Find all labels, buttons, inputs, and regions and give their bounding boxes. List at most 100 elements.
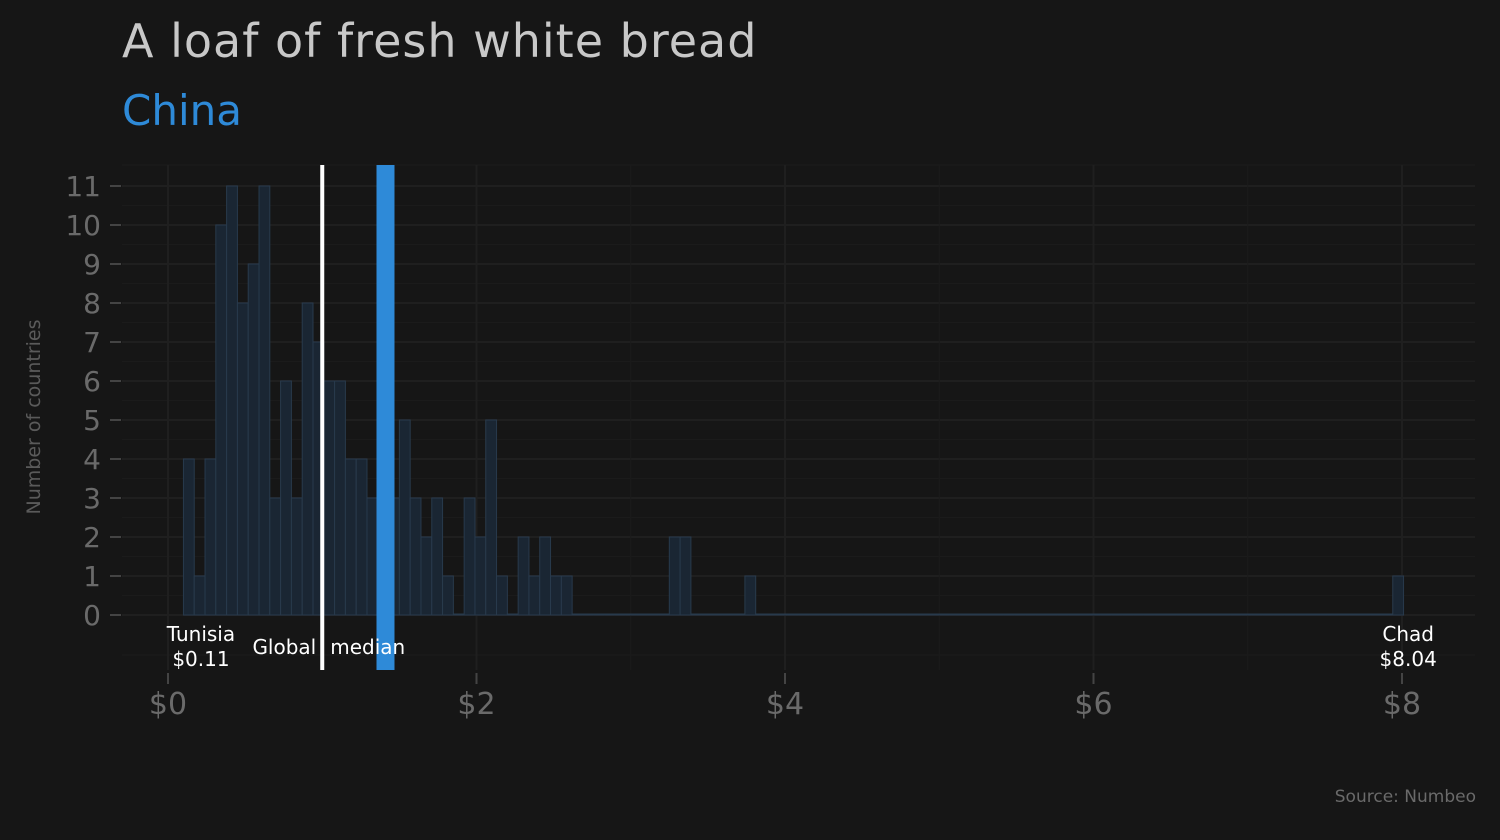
histogram-bar	[1014, 613, 1027, 616]
histogram-bar	[658, 613, 670, 616]
histogram-bars	[182, 185, 1405, 616]
histogram-bar	[517, 536, 530, 616]
y-tick-label: 0	[83, 599, 101, 632]
source-note: Source: Numbeo	[1334, 787, 1476, 807]
y-tick-label: 1	[83, 560, 101, 593]
histogram-bar	[981, 613, 994, 616]
histogram-bar	[431, 497, 444, 616]
reference-lines	[320, 165, 395, 670]
global-median-label: Global	[252, 635, 316, 659]
x-tick-label: $2	[457, 687, 495, 722]
histogram-bar	[712, 613, 724, 616]
histogram-bar	[420, 536, 433, 616]
histogram-bar	[787, 613, 800, 616]
histogram-bar	[204, 458, 217, 616]
histogram-bar	[841, 613, 854, 616]
histogram-bar	[722, 613, 735, 616]
histogram-bar	[960, 613, 973, 616]
y-tick-labels: 0 1 2 3 4 5 6 7 8 9 10 11	[65, 170, 101, 632]
histogram-bar	[625, 613, 638, 616]
histogram-bar	[819, 613, 832, 616]
histogram-bar	[1176, 613, 1189, 616]
histogram-chart: 0 1 2 3 4 5 6 7 8 9 10 11 $0 $2 $4 $6 $8 Global median Tu…	[23, 164, 1475, 722]
histogram-bar	[485, 419, 498, 616]
x-tick-label: $6	[1074, 687, 1112, 722]
histogram-bar	[1057, 613, 1070, 616]
annotation-value: $8.04	[1380, 647, 1437, 671]
histogram-bar	[334, 380, 346, 616]
histogram-bar	[560, 575, 573, 616]
annotation-value: $0.11	[172, 647, 229, 671]
histogram-bar	[442, 575, 454, 616]
histogram-bar	[755, 613, 767, 616]
histogram-bar	[258, 185, 271, 616]
histogram-bar	[1068, 613, 1081, 616]
annotation-country-name: Tunisia	[166, 622, 235, 646]
y-tick-label: 6	[83, 365, 101, 398]
annotation-country-name: Chad	[1382, 622, 1434, 646]
histogram-bar	[269, 497, 282, 616]
histogram-bar	[182, 458, 195, 616]
histogram-bar	[1219, 613, 1232, 616]
histogram-bar	[1381, 613, 1394, 616]
histogram-bar	[1003, 613, 1016, 616]
histogram-bar	[949, 613, 962, 616]
histogram-bar	[830, 613, 843, 616]
histogram-bar	[668, 536, 681, 616]
y-tick-label: 3	[83, 482, 101, 515]
histogram-bar	[215, 224, 228, 616]
histogram-bar	[301, 302, 314, 616]
x-tick-label: $8	[1383, 687, 1421, 722]
histogram-bar	[344, 458, 357, 616]
histogram-bar	[701, 613, 714, 616]
x-tick-label: $4	[766, 687, 804, 722]
histogram-bar	[463, 497, 476, 616]
y-tick-label: 5	[83, 404, 101, 437]
histogram-bar	[1025, 613, 1037, 616]
histogram-bar	[1349, 613, 1361, 616]
x-tick-label: $0	[149, 687, 187, 722]
histogram-bar	[895, 613, 908, 616]
histogram-bar	[1089, 613, 1102, 616]
histogram-bar	[1295, 613, 1307, 616]
histogram-bar	[247, 263, 260, 616]
histogram-bar	[193, 575, 206, 616]
y-tick-label: 7	[83, 326, 101, 359]
histogram-bar	[1122, 613, 1135, 616]
histogram-bar	[236, 302, 249, 616]
histogram-bar	[1327, 613, 1340, 616]
histogram-bar	[582, 613, 595, 616]
x-tick-labels: $0 $2 $4 $6 $8	[149, 687, 1421, 722]
histogram-bar	[1111, 613, 1124, 616]
histogram-bar	[280, 380, 292, 616]
histogram-bar	[992, 613, 1005, 616]
histogram-bar	[798, 613, 811, 616]
histogram-bar	[1165, 613, 1178, 616]
histogram-bar	[1241, 613, 1253, 616]
histogram-bar	[852, 613, 865, 616]
histogram-bar	[290, 497, 303, 616]
histogram-bar	[906, 613, 919, 616]
histogram-bar	[1338, 613, 1351, 616]
histogram-bar	[366, 497, 379, 616]
histogram-bar	[496, 575, 508, 616]
histogram-bar	[1133, 613, 1145, 616]
histogram-bar	[1251, 613, 1264, 616]
histogram-bar	[971, 613, 983, 616]
histogram-bar	[1230, 613, 1243, 616]
y-tick-label: 4	[83, 443, 101, 476]
histogram-bar	[539, 536, 552, 616]
histogram-bar	[323, 380, 336, 616]
histogram-bar	[1100, 613, 1113, 616]
histogram-bar	[765, 613, 778, 616]
chart-title: A loaf of fresh white bread	[122, 14, 758, 68]
histogram-bar	[938, 613, 951, 616]
histogram-bar	[1208, 613, 1221, 616]
histogram-bar	[593, 613, 606, 616]
grid-lines	[110, 164, 1475, 684]
histogram-bar	[809, 613, 821, 616]
y-axis-label: Number of countries	[23, 319, 45, 514]
histogram-bar	[679, 536, 692, 616]
chart-subtitle: China	[122, 86, 242, 135]
histogram-bar	[636, 613, 649, 616]
